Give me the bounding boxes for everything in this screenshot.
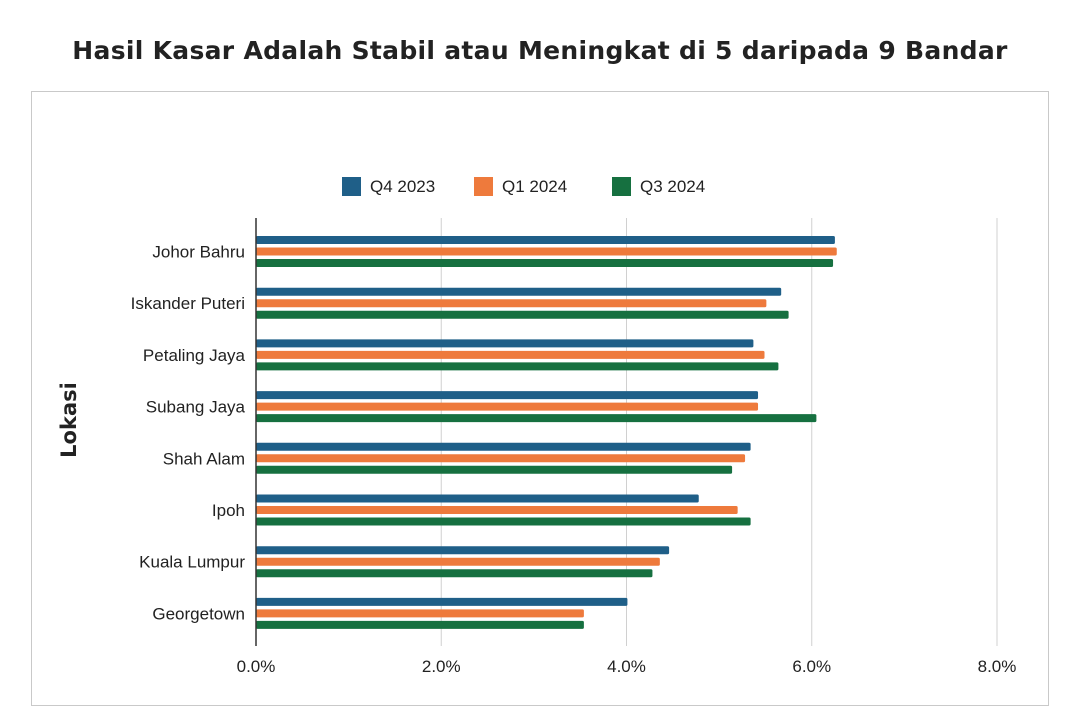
bar [256, 597, 628, 606]
bar [256, 236, 835, 244]
legend-label: Q3 2024 [640, 177, 705, 196]
legend-swatch [474, 177, 493, 196]
bar [256, 362, 779, 371]
bar [256, 259, 834, 267]
legend-label: Q1 2024 [502, 177, 567, 196]
bar-layer [256, 236, 837, 629]
bar [256, 454, 746, 463]
x-tick-label: 8.0% [978, 657, 1017, 676]
category-label: Georgetown [152, 604, 245, 623]
x-tick-label: 0.0% [237, 657, 276, 676]
legend-swatch [342, 177, 361, 196]
y-axis-title: Lokasi [57, 382, 81, 458]
bar [256, 350, 765, 359]
label-layer: 0.0% 2.0% 4.0% 6.0% 8.0% Johor Bahru Iskander … [131, 243, 1017, 677]
bar [256, 609, 584, 618]
x-tick-label: 2.0% [422, 657, 461, 676]
x-tick-label: 4.0% [607, 657, 646, 676]
grid-layer [440, 218, 998, 646]
bar [256, 494, 699, 503]
category-label: Johor Bahru [152, 243, 245, 262]
category-label: Kuala Lumpur [139, 553, 245, 572]
bar [256, 299, 767, 308]
page-title: Hasil Kasar Adalah Stabil atau Meningkat… [72, 36, 1008, 65]
bar [256, 569, 653, 578]
category-label: Subang Jaya [146, 398, 246, 417]
bar [256, 402, 759, 411]
bar [256, 517, 751, 526]
bar [256, 247, 837, 256]
bar [256, 287, 782, 296]
bar [256, 414, 817, 423]
legend-label: Q4 2023 [370, 177, 435, 196]
bar [256, 620, 584, 629]
bar [256, 339, 754, 348]
category-label: Petaling Jaya [143, 346, 246, 365]
bar [256, 557, 660, 566]
bar [256, 310, 789, 319]
legend-swatch [612, 177, 631, 196]
bar [256, 465, 733, 474]
bar [256, 546, 670, 555]
legend: Q4 2023 Q1 2024 Q3 2024 [342, 177, 705, 196]
bar [256, 506, 738, 514]
x-tick-label: 6.0% [792, 657, 831, 676]
bar [256, 391, 759, 400]
category-label: Shah Alam [163, 449, 245, 468]
category-label: Ipoh [212, 501, 245, 520]
category-label: Iskander Puteri [131, 294, 245, 313]
bar [256, 442, 751, 451]
